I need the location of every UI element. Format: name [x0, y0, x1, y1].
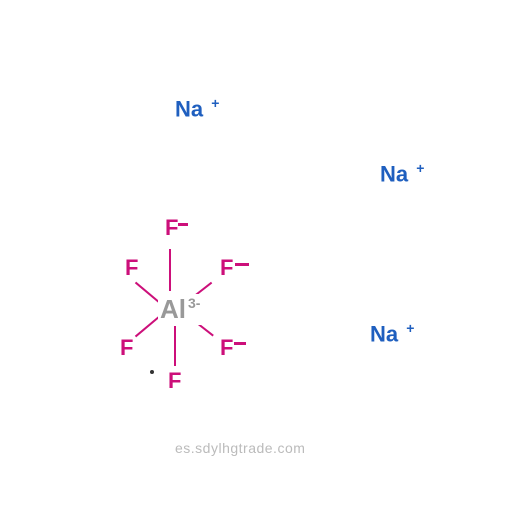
na-charge: +	[406, 320, 414, 336]
fluorine-atom: F	[220, 335, 233, 361]
bond	[135, 315, 161, 337]
na-symbol: Na	[370, 321, 398, 346]
sodium-ion: Na +	[370, 320, 414, 347]
aluminum-atom: Al3-	[158, 294, 202, 325]
na-symbol: Na	[175, 96, 203, 121]
f-symbol: F	[220, 335, 233, 360]
na-charge: +	[211, 95, 219, 111]
fluorine-atom: F	[120, 335, 133, 361]
bond	[135, 282, 161, 304]
f-symbol: F	[165, 215, 178, 240]
bond	[169, 249, 171, 291]
f-mark	[235, 263, 249, 266]
f-mark	[234, 342, 246, 345]
fluorine-atom: F	[125, 255, 138, 281]
fluorine-atom: F	[165, 215, 178, 241]
al-charge: 3-	[188, 295, 200, 311]
fluorine-atom: F	[220, 255, 233, 281]
f-symbol: F	[220, 255, 233, 280]
f-symbol: F	[120, 335, 133, 360]
dot-mark	[150, 370, 154, 374]
sodium-ion: Na +	[380, 160, 424, 187]
watermark-text: es.sdylhgtrade.com	[175, 440, 305, 456]
f-symbol: F	[168, 368, 181, 393]
al-symbol: Al	[160, 294, 186, 324]
f-symbol: F	[125, 255, 138, 280]
na-charge: +	[416, 160, 424, 176]
na-symbol: Na	[380, 161, 408, 186]
f-mark	[178, 223, 188, 226]
sodium-ion: Na +	[175, 95, 219, 122]
bond	[174, 326, 176, 366]
fluorine-atom: F	[168, 368, 181, 394]
